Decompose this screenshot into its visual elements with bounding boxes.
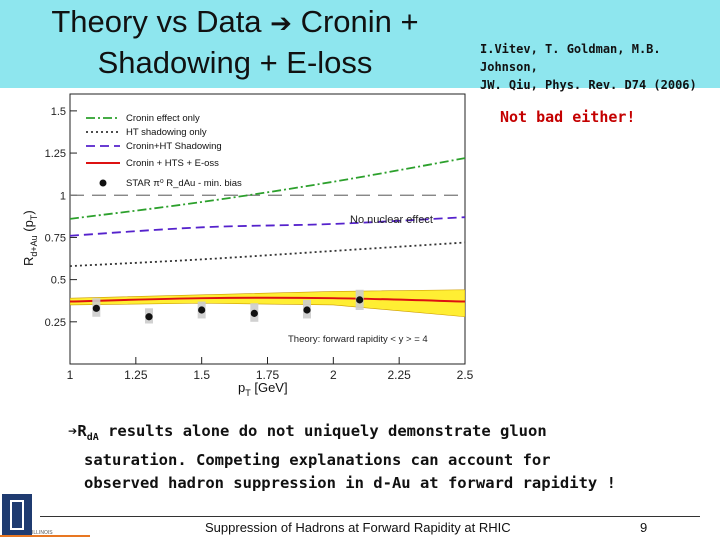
- data-point: [92, 304, 100, 312]
- y-tick-label: 1: [60, 190, 66, 202]
- x-axis-label-p: p: [238, 380, 245, 395]
- footer-title: Suppression of Hadrons at Forward Rapidi…: [205, 520, 511, 535]
- y-axis-label-sub: d+Au: [29, 235, 39, 256]
- y-tick-label: 0.75: [45, 232, 66, 244]
- slide-title: Theory vs Data ➔ Cronin + Shadowing + E-…: [0, 2, 470, 83]
- reference-line-label: No nuclear effect: [350, 214, 433, 226]
- legend-label-cronin-ht: Cronin+HT Shadowing: [126, 141, 222, 152]
- x-tick-label: 2.25: [387, 368, 411, 382]
- x-axis-label-sub: T: [245, 388, 251, 398]
- conclusion-line-3: observed hadron suppression in d-Au at f…: [84, 474, 616, 493]
- reference-line-1: I.Vitev, T. Goldman, M.B. Johnson,: [480, 42, 661, 74]
- y-tick-label: 1.5: [51, 106, 66, 118]
- legend-label-cronin: Cronin effect only: [126, 113, 200, 124]
- title-part-b: Cronin +: [291, 4, 419, 39]
- data-point: [250, 309, 258, 317]
- x-tick-label: 1.75: [256, 368, 280, 382]
- series-line-3: [70, 296, 465, 303]
- legend-label-data: STAR π⁰ R_dAu - min. bias: [126, 178, 242, 189]
- logo-text: ILLINOIS: [32, 530, 53, 536]
- y-axis-label-r: R: [21, 257, 36, 266]
- y-tick-label: 1.25: [45, 148, 66, 160]
- conclusion-line-2: saturation. Competing explanations can a…: [84, 451, 551, 470]
- x-ticks: 1 1.25 1.5 1.75 2 2.25 2.5: [67, 357, 474, 382]
- y-axis-label: Rd+Au (pT): [21, 210, 39, 266]
- data-point: [303, 306, 311, 314]
- conclusion-text: ➔RdA results alone do not uniquely demon…: [68, 420, 698, 495]
- theory-band: [70, 289, 465, 318]
- arrow-icon: ➔: [270, 8, 292, 38]
- legend: Cronin effect only HT shadowing only Cro…: [86, 113, 242, 189]
- y-ticks: 0.25 0.5 0.75 1 1.25 1.5: [45, 106, 77, 329]
- x-tick-label: 1.25: [124, 368, 148, 382]
- x-axis-label: pT [GeV]: [238, 380, 288, 398]
- title-line-2: Shadowing + E-loss: [97, 45, 373, 80]
- x-tick-label: 2: [330, 368, 337, 382]
- series-line-0: [70, 157, 465, 220]
- university-logo-icon: [2, 494, 32, 536]
- header-bar: [0, 0, 720, 88]
- data-point: [198, 306, 206, 314]
- legend-label-ht: HT shadowing only: [126, 127, 207, 138]
- conclusion-sub: dA: [86, 432, 99, 444]
- theory-annotation: Theory: forward rapidity < y > = 4: [288, 334, 428, 345]
- arrow-icon: ➔: [68, 422, 78, 440]
- y-axis-label-close: ): [21, 210, 36, 214]
- x-axis-label-unit: [GeV]: [251, 380, 288, 395]
- footer-accent: [0, 535, 90, 537]
- y-tick-label: 0.25: [45, 317, 66, 329]
- y-tick-label: 0.5: [51, 275, 66, 287]
- data-point: [356, 296, 364, 304]
- legend-swatch-data: [99, 179, 107, 187]
- data-point: [145, 313, 153, 321]
- highlight-note: Not bad either!: [500, 108, 636, 126]
- x-tick-label: 1.5: [193, 368, 210, 382]
- rdau-chart: 1 1.25 1.5 1.75 2 2.25 2.5 0.25 0.5 0.75 1 1.25 1.5…: [21, 93, 474, 398]
- footer-divider: [40, 516, 700, 517]
- x-tick-label: 2.5: [457, 368, 474, 382]
- y-axis-label-paren: (p: [21, 220, 36, 235]
- reference: I.Vitev, T. Goldman, M.B. Johnson, JW. Q…: [480, 40, 715, 94]
- legend-label-full: Cronin + HTS + E-oss: [126, 158, 219, 169]
- y-axis-label-paren-sub: T: [29, 214, 39, 220]
- reference-line-2: JW. Qiu, Phys. Rev. D74 (2006): [480, 78, 697, 92]
- conclusion-r: R: [77, 422, 87, 440]
- data-points: [92, 289, 364, 324]
- x-tick-label: 1: [67, 368, 74, 382]
- page-number: 9: [640, 520, 648, 535]
- title-part-a: Theory vs Data: [51, 4, 271, 39]
- series-line-2: [70, 216, 465, 237]
- series-lines: [70, 157, 465, 303]
- plot-frame: [69, 93, 466, 365]
- conclusion-line-1: results alone do not uniquely demonstrat…: [98, 422, 547, 440]
